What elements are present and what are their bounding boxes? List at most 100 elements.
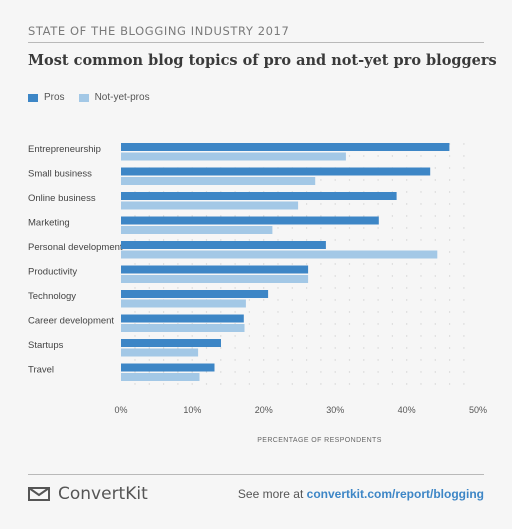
grid-dot — [248, 383, 251, 385]
grid-dot — [277, 311, 279, 313]
grid-dot — [363, 275, 365, 277]
grid-dot — [406, 383, 408, 385]
grid-dot — [320, 299, 322, 301]
grid-dot — [320, 179, 322, 181]
grid-dot — [277, 239, 279, 241]
grid-dot — [363, 239, 365, 241]
grid-dot — [391, 347, 394, 349]
grid-dot — [263, 215, 265, 217]
grid-dot — [334, 263, 336, 265]
grid-dot — [277, 227, 279, 229]
grid-dot — [406, 191, 408, 193]
grid-dot — [406, 179, 408, 181]
grid-dot — [162, 383, 165, 385]
grid-dot — [191, 263, 193, 265]
grid-dot — [277, 299, 279, 301]
grid-dot — [291, 299, 293, 301]
grid-dot — [377, 263, 379, 265]
grid-dot — [320, 287, 322, 289]
grid-dot — [434, 383, 436, 385]
bar-pros — [121, 241, 326, 249]
grid-dot — [263, 371, 265, 373]
legend-label-not-yet-pros: Not-yet-pros — [94, 92, 150, 103]
grid-dot — [348, 155, 351, 157]
grid-dot — [391, 227, 394, 229]
grid-dot — [363, 203, 365, 205]
grid-dot — [434, 179, 436, 181]
grid-dot — [363, 383, 365, 385]
grid-dot — [320, 371, 322, 373]
x-tick-label: 30% — [326, 405, 344, 415]
grid-dot — [420, 227, 422, 229]
grid-dot — [420, 347, 422, 349]
grid-dot — [420, 215, 422, 217]
grid-dot — [434, 299, 436, 301]
grid-dot — [162, 263, 165, 265]
grid-dot — [305, 359, 308, 361]
grid-dot — [463, 143, 465, 145]
grid-dot — [377, 203, 379, 205]
grid-dot — [134, 371, 136, 373]
grid-dot — [177, 371, 179, 373]
grid-dot — [448, 275, 451, 277]
grid-dot — [463, 155, 465, 157]
grid-dot — [248, 371, 251, 373]
grid-dot — [391, 371, 394, 373]
grid-dot — [148, 311, 150, 313]
grid-dot — [391, 359, 394, 361]
grid-dot — [434, 227, 436, 229]
grid-dot — [377, 239, 379, 241]
grid-dot — [305, 347, 308, 349]
bar-not-yet-pros — [121, 250, 438, 259]
bar-not-yet-pros — [121, 226, 273, 234]
grid-dot — [406, 227, 408, 229]
grid-dot — [448, 347, 451, 349]
grid-dot — [134, 215, 136, 217]
grid-dot — [305, 311, 308, 313]
grid-dot — [220, 287, 222, 289]
grid-dot — [391, 215, 394, 217]
bar-not-yet-pros — [121, 275, 309, 283]
report-link[interactable]: convertkit.com/report/blogging — [306, 487, 484, 501]
grid-dot — [305, 239, 308, 241]
grid-dot — [391, 311, 394, 313]
x-tick-label: 20% — [255, 405, 273, 415]
grid-dot — [420, 263, 422, 265]
grid-dot — [305, 263, 308, 265]
grid-dot — [463, 227, 465, 229]
grid-dot — [377, 215, 379, 217]
grid-dot — [391, 239, 394, 241]
grid-dot — [177, 383, 179, 385]
grid-dot — [406, 155, 408, 157]
grid-dot — [463, 371, 465, 373]
grid-dot — [377, 323, 379, 325]
grid-dot — [205, 215, 208, 217]
grid-dot — [248, 299, 251, 301]
grid-dot — [406, 311, 408, 313]
grid-dot — [391, 299, 394, 301]
grid-dot — [291, 323, 293, 325]
grid-dot — [434, 167, 436, 169]
grid-dot — [248, 323, 251, 325]
bar-pros — [121, 143, 450, 151]
grid-dot — [463, 275, 465, 277]
grid-dot — [220, 347, 222, 349]
grid-dot — [391, 263, 394, 265]
grid-dot — [205, 347, 208, 349]
grid-dot — [377, 311, 379, 313]
grid-dot — [234, 239, 236, 241]
grid-dot — [377, 335, 379, 337]
grid-dot — [220, 215, 222, 217]
grid-dot — [406, 323, 408, 325]
grid-dot — [320, 323, 322, 325]
bar-pros — [121, 265, 309, 274]
bar-not-yet-pros — [121, 373, 200, 381]
grid-dot — [134, 287, 136, 289]
grid-dot — [391, 383, 394, 385]
grid-dot — [191, 371, 193, 373]
x-axis-label: PERCENTAGE OF RESPONDENTS — [257, 437, 382, 444]
grid-dot — [463, 203, 465, 205]
grid-dot — [320, 263, 322, 265]
grid-dot — [406, 371, 408, 373]
bar-pros — [121, 290, 269, 298]
